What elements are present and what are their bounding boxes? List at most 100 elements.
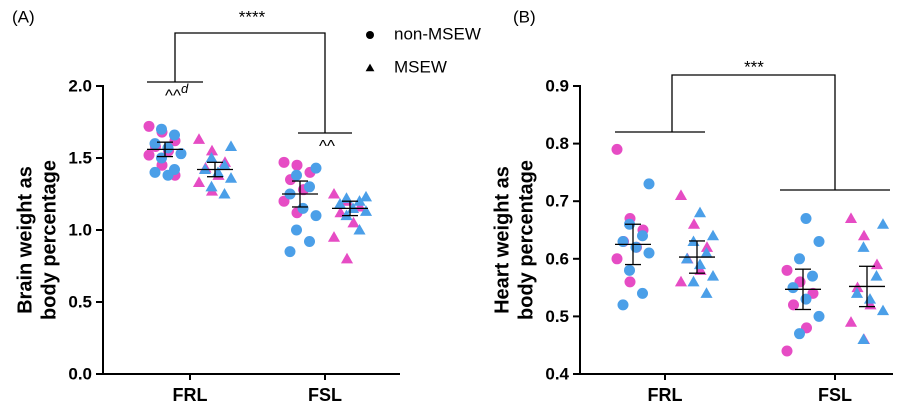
data-point <box>175 148 187 160</box>
data-point <box>863 293 877 304</box>
x-tick-label: FSL <box>818 385 852 405</box>
data-point <box>359 190 373 202</box>
y-tick-label: 0.9 <box>545 76 569 95</box>
data-point <box>162 142 174 154</box>
data-point <box>624 264 635 276</box>
y-tick-label: 0.4 <box>545 364 569 383</box>
data-point <box>870 258 884 270</box>
significance: ^^d <box>165 81 189 105</box>
data-point <box>788 299 799 311</box>
data-point <box>304 236 315 248</box>
data-point <box>278 156 290 168</box>
data-point <box>156 123 167 135</box>
significance: *** <box>744 57 764 76</box>
data-point <box>611 143 623 155</box>
data-point <box>198 163 212 175</box>
data-point <box>643 247 655 259</box>
data-point <box>807 270 818 282</box>
data-point <box>205 144 219 156</box>
significance-superscript: d <box>181 81 189 96</box>
y-tick-label: 1.0 <box>68 220 92 239</box>
data-point <box>844 212 858 224</box>
data-point <box>637 230 648 242</box>
data-point <box>850 287 864 298</box>
data-point <box>700 241 714 252</box>
y-axis-label: body percentage <box>38 160 60 320</box>
data-point <box>800 293 812 305</box>
data-point <box>617 236 629 248</box>
data-point <box>857 241 870 252</box>
data-point <box>813 236 825 248</box>
data-point <box>192 176 206 188</box>
data-point <box>205 180 218 192</box>
data-point <box>340 252 354 264</box>
data-point <box>630 241 642 253</box>
data-point <box>334 206 347 218</box>
data-point <box>143 120 155 132</box>
x-tick-label: FRL <box>173 385 208 405</box>
y-axis-label: Brain weight as <box>14 166 36 314</box>
data-point <box>680 252 694 264</box>
legend-label: MSEW <box>394 57 447 76</box>
data-point <box>291 224 302 236</box>
legend-marker <box>366 31 374 39</box>
x-tick-label: FSL <box>308 385 342 405</box>
data-point <box>333 198 347 209</box>
data-point <box>327 187 341 199</box>
data-point <box>218 159 231 170</box>
bracket <box>147 32 352 134</box>
significance: ^^ <box>319 136 335 155</box>
y-tick-label: 2.0 <box>68 76 92 95</box>
data-point <box>624 276 636 288</box>
data-point <box>340 192 353 203</box>
data-point <box>162 169 174 181</box>
data-point <box>340 209 353 221</box>
data-point <box>224 140 238 152</box>
data-point <box>169 129 180 141</box>
data-point <box>291 169 302 181</box>
data-point <box>857 333 870 344</box>
data-point <box>310 210 322 222</box>
data-point <box>284 246 296 258</box>
data-point <box>192 133 206 144</box>
data-point <box>857 229 871 241</box>
bracket <box>615 74 890 191</box>
data-point <box>800 212 812 224</box>
data-point <box>687 275 700 287</box>
significance: **** <box>239 7 266 26</box>
data-point <box>870 270 883 281</box>
data-point <box>687 218 701 229</box>
y-axis-label: Heart weight as <box>491 166 513 314</box>
data-point <box>611 253 623 265</box>
data-point <box>224 172 238 183</box>
data-point <box>876 218 890 229</box>
data-point <box>218 187 231 199</box>
data-point <box>844 316 858 327</box>
legend-marker <box>365 63 375 72</box>
x-tick-label: FRL <box>648 385 683 405</box>
data-point <box>327 231 341 242</box>
data-point <box>794 328 805 340</box>
data-point <box>794 253 805 265</box>
data-point <box>278 195 290 207</box>
data-point <box>297 202 309 214</box>
data-point <box>143 149 155 161</box>
data-point <box>706 270 720 281</box>
data-point <box>706 229 720 241</box>
y-tick-label: 0.5 <box>68 292 92 311</box>
data-point <box>700 246 713 258</box>
data-point <box>781 345 793 357</box>
data-point <box>347 216 360 228</box>
data-point <box>149 138 161 150</box>
panel-label: (A) <box>12 7 35 26</box>
y-tick-label: 0.5 <box>545 307 569 326</box>
data-point <box>674 275 688 287</box>
panel-label: (B) <box>513 7 536 26</box>
data-point <box>781 264 793 276</box>
data-point <box>637 287 648 299</box>
data-point <box>359 205 373 216</box>
data-point <box>617 299 629 311</box>
y-tick-label: 0.8 <box>545 134 569 153</box>
data-point <box>291 159 303 171</box>
